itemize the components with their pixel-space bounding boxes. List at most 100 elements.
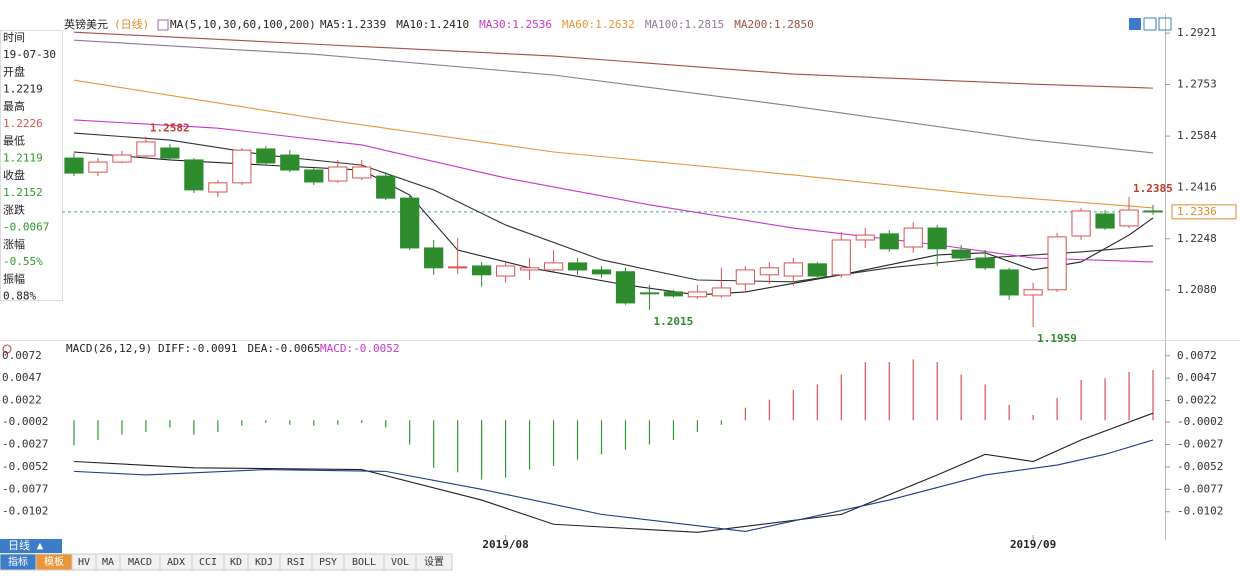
candle-body	[1071, 210, 1091, 237]
indicator-label: MA(5,10,30,60,100,200)	[170, 18, 316, 31]
ma-line	[73, 39, 1154, 154]
macd-icon[interactable]	[2, 344, 12, 354]
icon-crosshair[interactable]	[1129, 18, 1141, 30]
extreme-label: 1.2582	[150, 122, 190, 135]
info-label: 最低	[3, 135, 25, 148]
tab-label[interactable]: BOLL	[352, 557, 376, 568]
macd-legend: DIFF:-0.0091	[158, 342, 237, 355]
candle-body	[519, 267, 540, 271]
y-tick-label: 1.2584	[1177, 129, 1217, 142]
info-panel	[0, 30, 63, 301]
icon-zoom[interactable]	[1143, 17, 1157, 31]
ma-line	[73, 31, 1154, 89]
extreme-label: 1.2015	[653, 315, 693, 328]
candle-body	[1143, 210, 1163, 213]
y-tick-label: -0.0077	[1177, 482, 1223, 495]
candle-body	[424, 247, 444, 269]
candle-body	[1023, 289, 1043, 296]
y-tick-label: -0.0052	[1177, 460, 1223, 473]
candle-body	[232, 149, 252, 184]
tab-label[interactable]: 模板	[44, 555, 64, 568]
info-label: 振幅	[3, 272, 25, 286]
y-tick-label: 1.2416	[1177, 180, 1217, 193]
info-label: 收盘	[3, 168, 25, 182]
candle-body	[663, 291, 684, 297]
info-value: 0.88%	[3, 290, 36, 303]
info-value: 1.2119	[3, 152, 43, 165]
tab-label[interactable]: PSY	[319, 557, 337, 568]
current-price-label: 1.2336	[1177, 205, 1217, 218]
candle-body	[615, 271, 636, 304]
tab-label[interactable]: CCI	[199, 557, 217, 568]
y-tick-label: -0.0102	[1177, 505, 1223, 518]
y-tick-label-left: -0.0027	[2, 437, 48, 450]
candle-body	[831, 239, 851, 276]
current-price-box	[1171, 204, 1237, 220]
candle-body	[256, 148, 276, 164]
extreme-label: 1.1959	[1037, 332, 1077, 345]
candle-body	[951, 249, 971, 259]
candle-body	[759, 267, 779, 276]
candle-body	[879, 233, 899, 250]
candle-body	[1119, 209, 1139, 227]
ma-line	[73, 119, 1154, 263]
candle-body	[495, 265, 516, 277]
ma-line	[73, 79, 1154, 209]
toolbar-icons[interactable]	[1129, 17, 1172, 31]
candle-body	[711, 287, 732, 297]
tab-label[interactable]: VOL	[391, 557, 409, 568]
candle-body	[88, 161, 108, 173]
tab-label[interactable]: MA	[102, 557, 114, 568]
candle-body	[472, 265, 492, 276]
legend-entry: MA60:1.2632	[562, 18, 635, 31]
y-tick-label: 1.2921	[1177, 26, 1217, 39]
tab-label[interactable]: HV	[78, 557, 90, 568]
candle-body	[184, 159, 204, 191]
info-value: 1.2226	[3, 117, 43, 130]
candle-body	[1095, 213, 1115, 229]
tab-label[interactable]: MACD	[128, 557, 152, 568]
tab-label[interactable]: ADX	[167, 557, 185, 568]
candle-body	[855, 234, 875, 241]
macd-line	[73, 412, 1154, 533]
candle-body	[448, 266, 468, 269]
candle-body	[352, 166, 372, 179]
legend-entry: MA10:1.2410	[396, 18, 469, 31]
info-label: 开盘	[3, 65, 25, 79]
candle-body	[903, 227, 923, 248]
y-tick-label-left: -0.0002	[2, 415, 48, 428]
candle-body	[160, 147, 180, 159]
candle-body	[783, 262, 803, 277]
candle-body	[687, 291, 708, 298]
macd-label: MACD:-0.0052	[320, 342, 399, 355]
candle-body	[975, 257, 995, 269]
candle-body	[112, 154, 132, 163]
extreme-label: 1.2385	[1133, 182, 1173, 195]
y-tick-label: 1.2753	[1177, 77, 1217, 90]
period-tab[interactable]	[0, 539, 62, 553]
y-tick-label-left: -0.0102	[2, 505, 48, 518]
period-tab-label[interactable]: 日线 ▲	[8, 538, 44, 552]
candle-body	[280, 154, 300, 171]
legend-entry: MA200:1.2850	[734, 18, 813, 31]
info-label: 涨幅	[3, 238, 25, 251]
tab-label[interactable]: RSI	[287, 557, 305, 568]
y-tick-label: -0.0002	[1177, 415, 1223, 428]
legend-entry: MA5:1.2339	[320, 18, 386, 31]
icon-settings[interactable]	[1158, 17, 1172, 31]
candle-body	[304, 169, 324, 183]
x-tick-label: 2019/08	[482, 538, 528, 551]
tab-label[interactable]: 设置	[424, 556, 444, 568]
info-value: 19-07-30	[3, 48, 56, 61]
tab-label[interactable]: 指标	[8, 555, 28, 568]
y-tick-label-left: 0.0047	[2, 371, 42, 384]
tab-label[interactable]: KDJ	[255, 557, 273, 568]
y-tick-label-left: 0.0022	[2, 394, 42, 407]
tab[interactable]	[415, 553, 453, 571]
y-tick-label: -0.0027	[1177, 437, 1223, 450]
info-label: 涨跌	[3, 203, 25, 217]
ma-icon[interactable]	[157, 19, 169, 31]
y-tick-label-left: 0.0072	[2, 349, 42, 362]
tab-label[interactable]: KD	[230, 557, 242, 568]
